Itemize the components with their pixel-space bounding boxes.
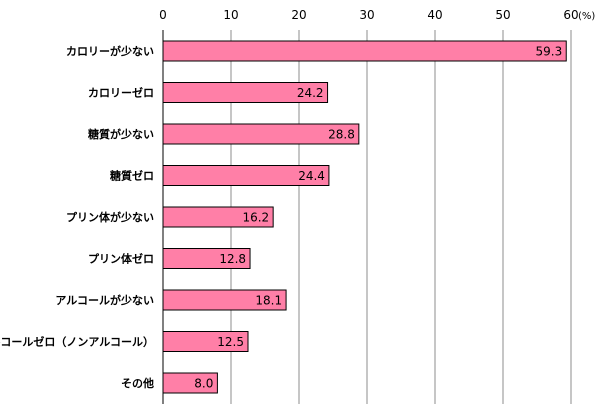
category-label-2: 糖質が少ない	[88, 127, 154, 141]
bar-3	[162, 165, 330, 186]
x-tick-label-20: 20	[291, 8, 306, 22]
category-label-7: アルコールゼロ（ノンアルコール）	[0, 335, 154, 349]
category-label-6: アルコールが少ない	[55, 293, 154, 307]
bar-8	[162, 372, 218, 394]
x-tick-label-0: 0	[159, 8, 167, 22]
x-tick-label-10: 10	[223, 8, 238, 22]
x-tick-label-30: 30	[359, 8, 374, 22]
bar-0	[162, 40, 567, 62]
data-label-4: 16.2	[242, 211, 269, 225]
data-label-6: 18.1	[255, 294, 282, 308]
data-label-8: 8.0	[194, 377, 213, 391]
bar-7	[162, 331, 249, 352]
bars: 59.3 24.2 28.8 24.4 16.2 12.8 18.1 12.5 8.0	[162, 40, 567, 394]
bar-1	[162, 82, 329, 103]
x-axis-unit: (%)	[578, 11, 595, 22]
data-label-2: 28.8	[328, 128, 355, 142]
category-label-4: プリン体が少ない	[66, 210, 154, 224]
data-label-7: 12.5	[217, 335, 244, 349]
data-label-5: 12.8	[219, 252, 246, 266]
bar-5	[162, 248, 251, 269]
x-axis-ticks: 0 10 20 30 40 50 60	[159, 8, 578, 22]
bar-2	[162, 123, 360, 145]
category-label-0: カロリーが少ない	[66, 44, 154, 58]
bar-4	[162, 206, 274, 228]
category-labels: カロリーが少ないカロリーゼロ糖質が少ない糖質ゼロプリン体が少ないプリン体ゼロアル…	[0, 44, 154, 390]
category-label-3: 糖質ゼロ	[110, 169, 154, 183]
bar-6	[162, 289, 287, 311]
data-label-1: 24.2	[297, 86, 324, 100]
category-label-5: プリン体ゼロ	[88, 252, 154, 266]
x-tick-label-50: 50	[495, 8, 510, 22]
x-tick-label-60: 60	[563, 8, 578, 22]
category-label-1: カロリーゼロ	[88, 86, 154, 100]
x-tick-label-40: 40	[427, 8, 442, 22]
category-label-8: その他	[121, 376, 154, 390]
data-label-0: 59.3	[536, 45, 563, 59]
data-label-3: 24.4	[298, 169, 325, 183]
